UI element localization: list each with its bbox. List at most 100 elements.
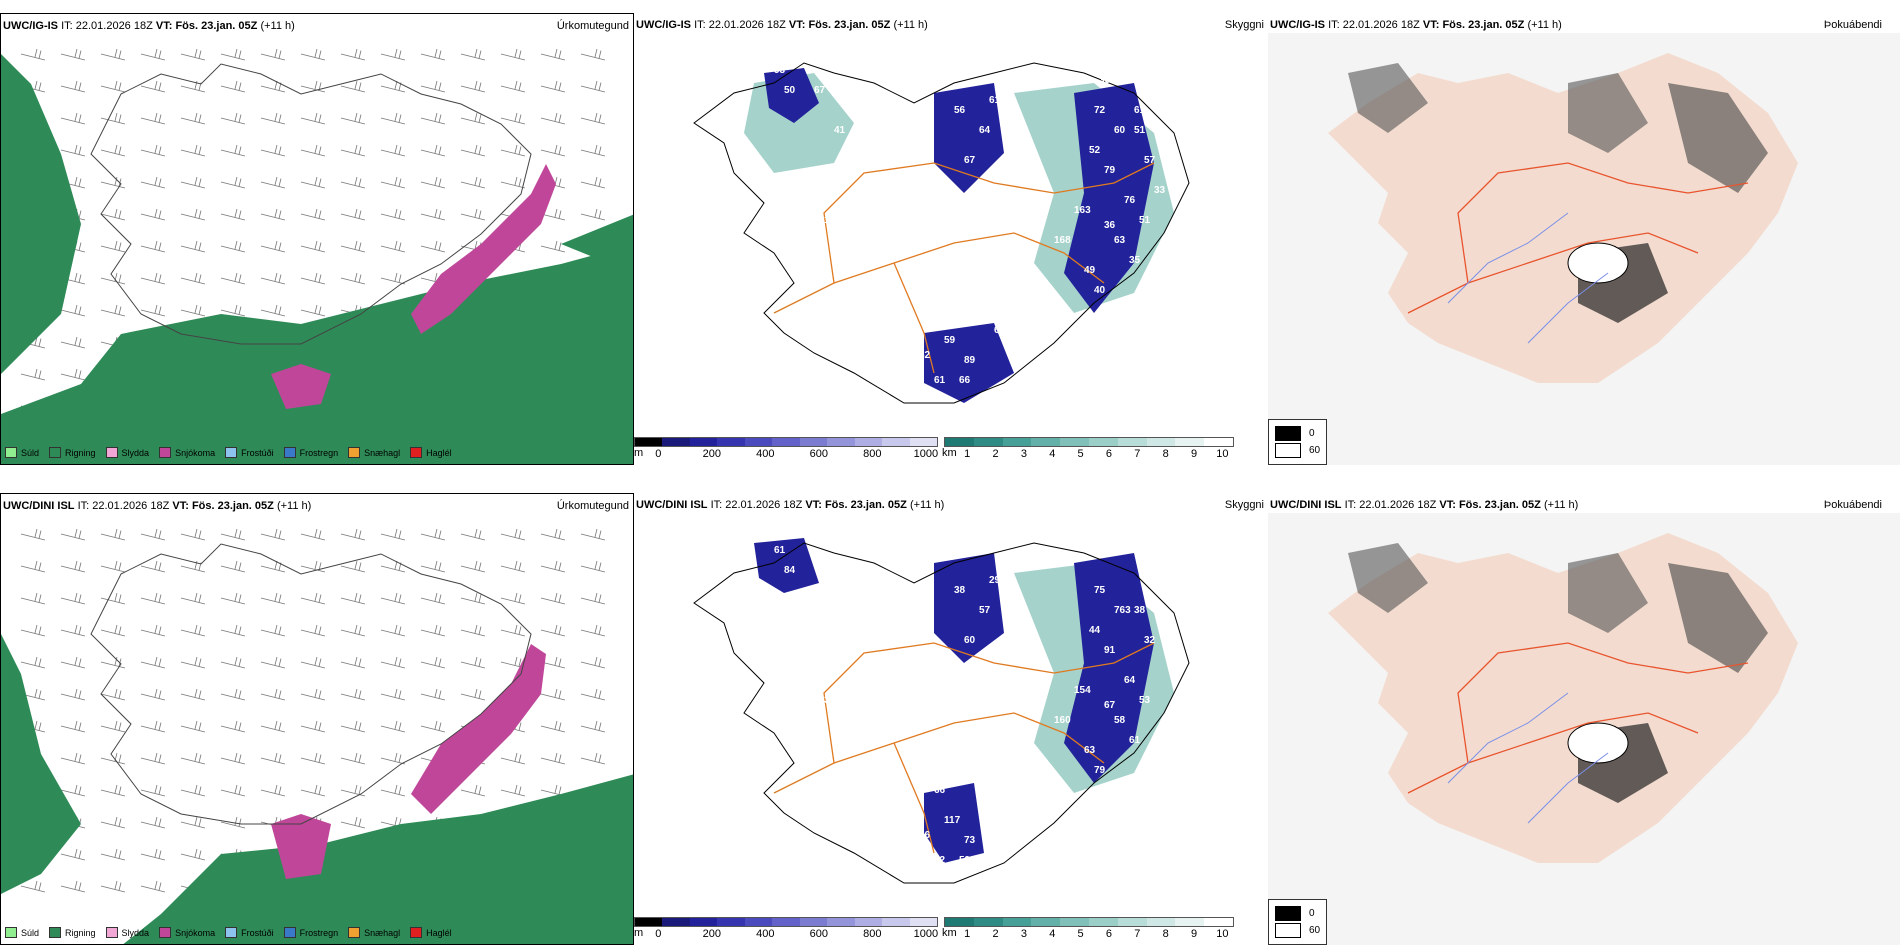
colorbar-segment [635, 918, 663, 926]
colorbar-tick: 200 [702, 928, 721, 940]
colorbar-segment [945, 438, 974, 446]
wind-barb [380, 720, 406, 733]
wind-barb [180, 528, 206, 541]
wind-barb [380, 752, 406, 765]
wind-barb [180, 816, 206, 829]
fog-dark [1668, 563, 1768, 673]
colorbar-segment [1031, 438, 1061, 446]
wind-barb [140, 752, 166, 765]
visibility-value-label: 72 [1094, 105, 1106, 116]
wind-barb [300, 720, 326, 733]
wind-barb [500, 560, 526, 573]
wind-barb [420, 528, 446, 541]
wind-barb [500, 144, 526, 157]
wind-barb [260, 208, 286, 221]
wind-barb [100, 688, 126, 701]
visibility-value-label: 69 [1144, 755, 1156, 766]
visibility-value-label: 64 [1124, 675, 1136, 686]
visibility-bar [944, 437, 1234, 447]
colorbar-tick: 0 [655, 448, 662, 460]
wind-barb [140, 560, 166, 573]
wind-barb [340, 48, 366, 61]
wind-barb [60, 880, 86, 893]
wind-barb [100, 208, 126, 221]
colorbar-tick: 1000 [913, 448, 939, 460]
fog-dark [1348, 543, 1428, 613]
legend-swatch [410, 447, 423, 458]
visibility-value-label: 36 [1099, 75, 1111, 86]
fog-dark [1348, 63, 1428, 133]
colorbar-segment [882, 918, 910, 926]
wind-barb [260, 528, 286, 541]
wind-barb [580, 144, 606, 157]
cloudbase-unit: m [634, 447, 644, 459]
wind-barb [460, 784, 486, 797]
legend-swatch [348, 927, 361, 938]
wind-barb [60, 80, 86, 93]
wind-barb [60, 592, 86, 605]
colorbar-tick: 1 [964, 448, 971, 460]
legend-label: Slydda [121, 447, 150, 458]
colorbar-tick: 8 [1162, 928, 1169, 940]
wind-barb [100, 656, 126, 669]
wind-barb [300, 112, 326, 125]
wind-barb [180, 656, 206, 669]
wind-barb [380, 784, 406, 797]
wind-barb [580, 176, 606, 189]
visibility-panel-top: UWC/IG-IS IT: 22.01.2026 18Z VT: Fös. 23… [634, 13, 1268, 465]
fog-legend-swatch [1275, 923, 1301, 938]
fog-map-bottom [1268, 513, 1900, 945]
wind-barb [100, 112, 126, 125]
wind-barb [380, 624, 406, 637]
legend-label: Snjókoma [175, 447, 216, 458]
wind-barb [260, 144, 286, 157]
legend-label: Rigning [65, 927, 96, 938]
wind-barb [540, 656, 566, 669]
visibility-value-label: 64 [979, 125, 991, 136]
wind-barb [540, 592, 566, 605]
visibility-value-label: 89 [964, 355, 976, 366]
legend-item: Snæhagl [348, 927, 400, 938]
wind-barb [100, 560, 126, 573]
wind-barb [380, 592, 406, 605]
legend-label: Frostúði [241, 447, 274, 458]
wind-barb [340, 528, 366, 541]
low-cloud-area [924, 783, 984, 863]
wind-barb [140, 240, 166, 253]
legend-swatch [348, 447, 361, 458]
legend-label: Haglél [426, 927, 452, 938]
wind-barb [420, 144, 446, 157]
wind-barb [20, 560, 46, 573]
wind-barb [60, 752, 86, 765]
visibility-value-label: 35 [1129, 255, 1141, 266]
wind-barb [140, 816, 166, 829]
wind-barb [140, 784, 166, 797]
wind-barb [180, 560, 206, 573]
wind-barb [460, 528, 486, 541]
wind-barb [60, 720, 86, 733]
colorbar-tick: 600 [809, 928, 829, 940]
fog-legend-label: 60 [1309, 445, 1321, 456]
visibility-ticks: 1 2 3 4 5 6 7 8 9 10 [944, 927, 1234, 941]
precip-legend: Súld Rigning Slydda Snjókoma Frostúði Frostre… [5, 927, 452, 938]
visibility-value-label: 61 [1134, 105, 1146, 116]
rain-area [1, 244, 633, 464]
wind-barb [420, 48, 446, 61]
fog-dark [1568, 553, 1648, 633]
wind-barb [260, 304, 286, 317]
colorbar-tick: 4 [1049, 448, 1056, 460]
visibility-value-label: 61 [989, 95, 1001, 106]
wind-barb [540, 80, 566, 93]
wind-barb [540, 112, 566, 125]
wind-barb [140, 272, 166, 285]
panel-title-precip: Úrkomutegund [556, 500, 629, 512]
visibility-value-label: 51 [1134, 125, 1146, 136]
wind-barb [300, 688, 326, 701]
visibility-value-label: 38 [824, 695, 836, 706]
rivers [1447, 212, 1609, 344]
legend-swatch [49, 927, 62, 938]
colorbar-segment [689, 438, 718, 446]
wind-barb [140, 624, 166, 637]
visibility-value-label: 157 [824, 215, 841, 226]
panel-title-visibility: Skyggni [1224, 19, 1264, 31]
